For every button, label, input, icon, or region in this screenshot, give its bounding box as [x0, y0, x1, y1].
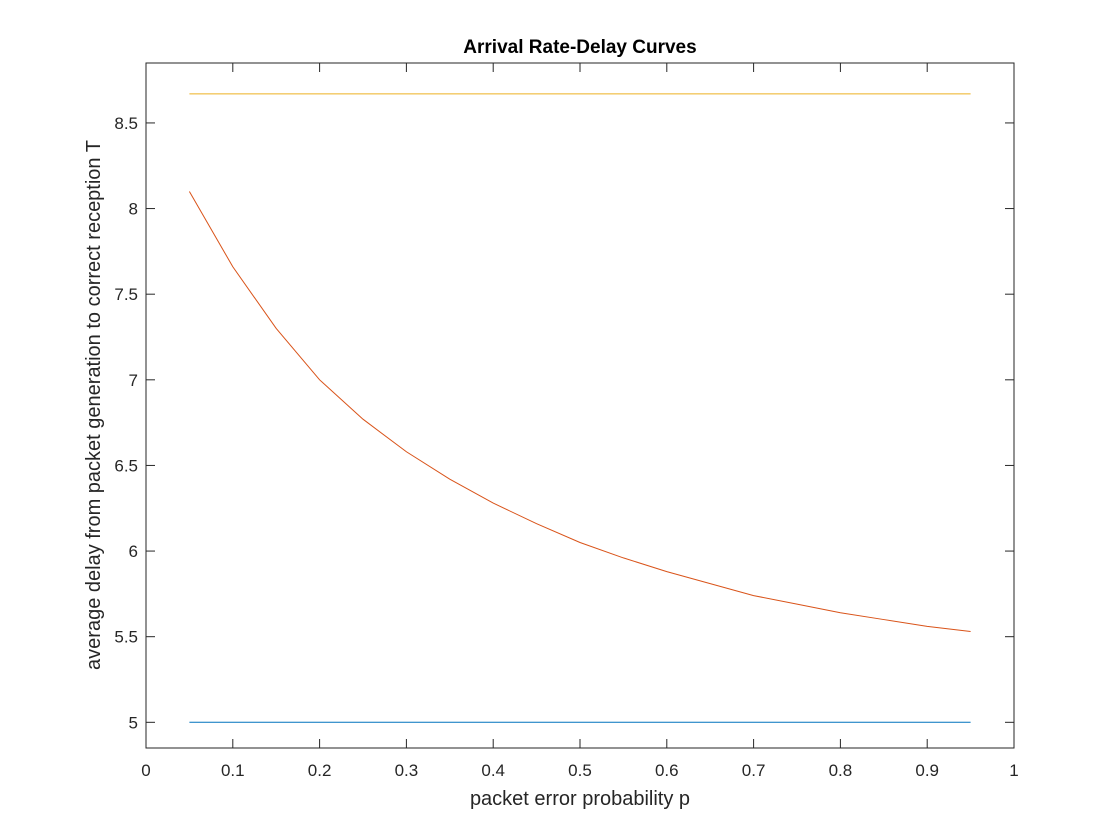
y-tick-label: 8	[129, 200, 138, 219]
x-tick-label: 0.5	[568, 761, 592, 780]
plot-area	[146, 63, 1014, 748]
y-axis-label: average delay from packet generation to …	[83, 140, 105, 670]
y-tick-label: 5.5	[114, 628, 138, 647]
x-axis-label: packet error probability p	[470, 788, 690, 810]
y-tick-label: 6	[129, 542, 138, 561]
ticks-layer: 0 0.1 0.2 0.3 0.4 0.5 0.6 0.7 0.8 0.9 1 5 5.5 6 6.5 7 7.…	[114, 63, 1019, 780]
y-tick-label: 8.5	[114, 114, 138, 133]
series-line-2	[188, 191, 971, 633]
x-tick-label: 0.4	[481, 761, 505, 780]
y-tick-label: 7	[129, 371, 138, 390]
x-tick-label: 0.7	[742, 761, 766, 780]
x-tick-label: 0	[141, 761, 150, 780]
x-tick-label: 0.2	[308, 761, 332, 780]
x-tick-label: 0.3	[395, 761, 419, 780]
x-tick-label: 1	[1009, 761, 1018, 780]
y-tick-label: 5	[129, 713, 138, 732]
chart-title: Arrival Rate-Delay Curves	[463, 37, 696, 58]
series-layer	[188, 93, 971, 723]
x-tick-label: 0.1	[221, 761, 245, 780]
x-tick-label: 0.6	[655, 761, 679, 780]
x-tick-label: 0.9	[915, 761, 939, 780]
y-tick-label: 6.5	[114, 456, 138, 475]
x-tick-label: 0.8	[829, 761, 853, 780]
y-tick-label: 7.5	[114, 285, 138, 304]
